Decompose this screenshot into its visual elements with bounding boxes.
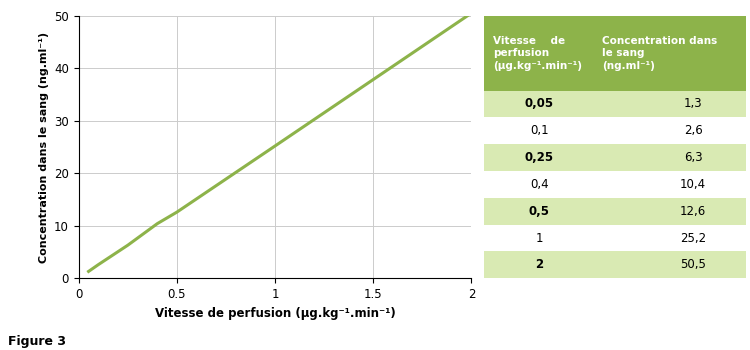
Text: 0,05: 0,05 [525,97,554,111]
Bar [484,171,595,198]
Text: Figure 3: Figure 3 [8,335,65,348]
Text: 0,1: 0,1 [530,124,549,137]
Text: Concentration dans
le sang
(ng.ml⁻¹): Concentration dans le sang (ng.ml⁻¹) [602,36,717,71]
Text: 10,4: 10,4 [680,178,706,191]
Bar [484,198,595,225]
Bar [595,91,746,117]
Bar [484,16,595,91]
Text: 0,4: 0,4 [530,178,549,191]
X-axis label: Vitesse de perfusion (μg.kg⁻¹.min⁻¹): Vitesse de perfusion (μg.kg⁻¹.min⁻¹) [154,307,395,320]
Bar [595,251,746,278]
Bar [484,251,595,278]
Text: Vitesse    de
perfusion
(μg.kg⁻¹.min⁻¹): Vitesse de perfusion (μg.kg⁻¹.min⁻¹) [494,36,582,71]
Text: 0,25: 0,25 [525,151,554,164]
Bar [595,198,746,225]
Text: 50,5: 50,5 [680,258,706,271]
Text: 1,3: 1,3 [684,97,703,111]
Text: 0,5: 0,5 [529,205,550,218]
Bar [595,144,746,171]
Bar [484,225,595,251]
Text: 12,6: 12,6 [680,205,706,218]
Y-axis label: Concentration dans le sang (ng.ml⁻¹): Concentration dans le sang (ng.ml⁻¹) [38,32,49,262]
Text: 1: 1 [536,232,543,245]
Bar [484,144,595,171]
Bar [595,171,746,198]
Bar [595,225,746,251]
Bar [595,117,746,144]
Text: 2,6: 2,6 [684,124,703,137]
Bar [484,91,595,117]
Bar [595,16,746,91]
Text: 2: 2 [536,258,544,271]
Bar [484,117,595,144]
Text: 25,2: 25,2 [680,232,706,245]
Text: 6,3: 6,3 [684,151,703,164]
